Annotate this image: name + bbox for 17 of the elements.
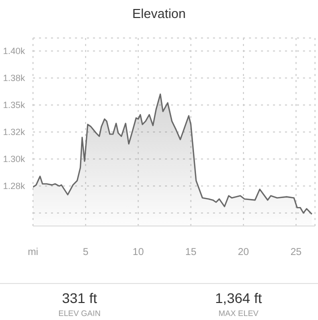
x-tick-label: 20 — [238, 247, 250, 258]
y-tick-label: 1.30k — [2, 154, 26, 164]
y-tick-label: 1.32k — [2, 127, 26, 138]
y-tick-label: 1.38k — [2, 73, 26, 84]
x-tick-label: 10 — [132, 247, 144, 258]
chart-title: Elevation — [131, 6, 187, 21]
x-tick-label: mi — [28, 247, 38, 258]
y-tick-label: 1.35k — [2, 100, 26, 110]
text: ELEV GAIN — [57, 309, 102, 318]
x-tick-label: 15 — [185, 247, 197, 258]
text: MAX ELEV — [217, 309, 260, 318]
y-tick-label: 1.40k — [2, 46, 26, 56]
y-tick-label: 1.28k — [2, 181, 26, 192]
x-tick-label: 25 — [290, 247, 302, 258]
text: 331 ft — [60, 290, 98, 306]
x-tick-label: 5 — [82, 247, 89, 258]
text: 1,364 ft — [214, 290, 263, 306]
